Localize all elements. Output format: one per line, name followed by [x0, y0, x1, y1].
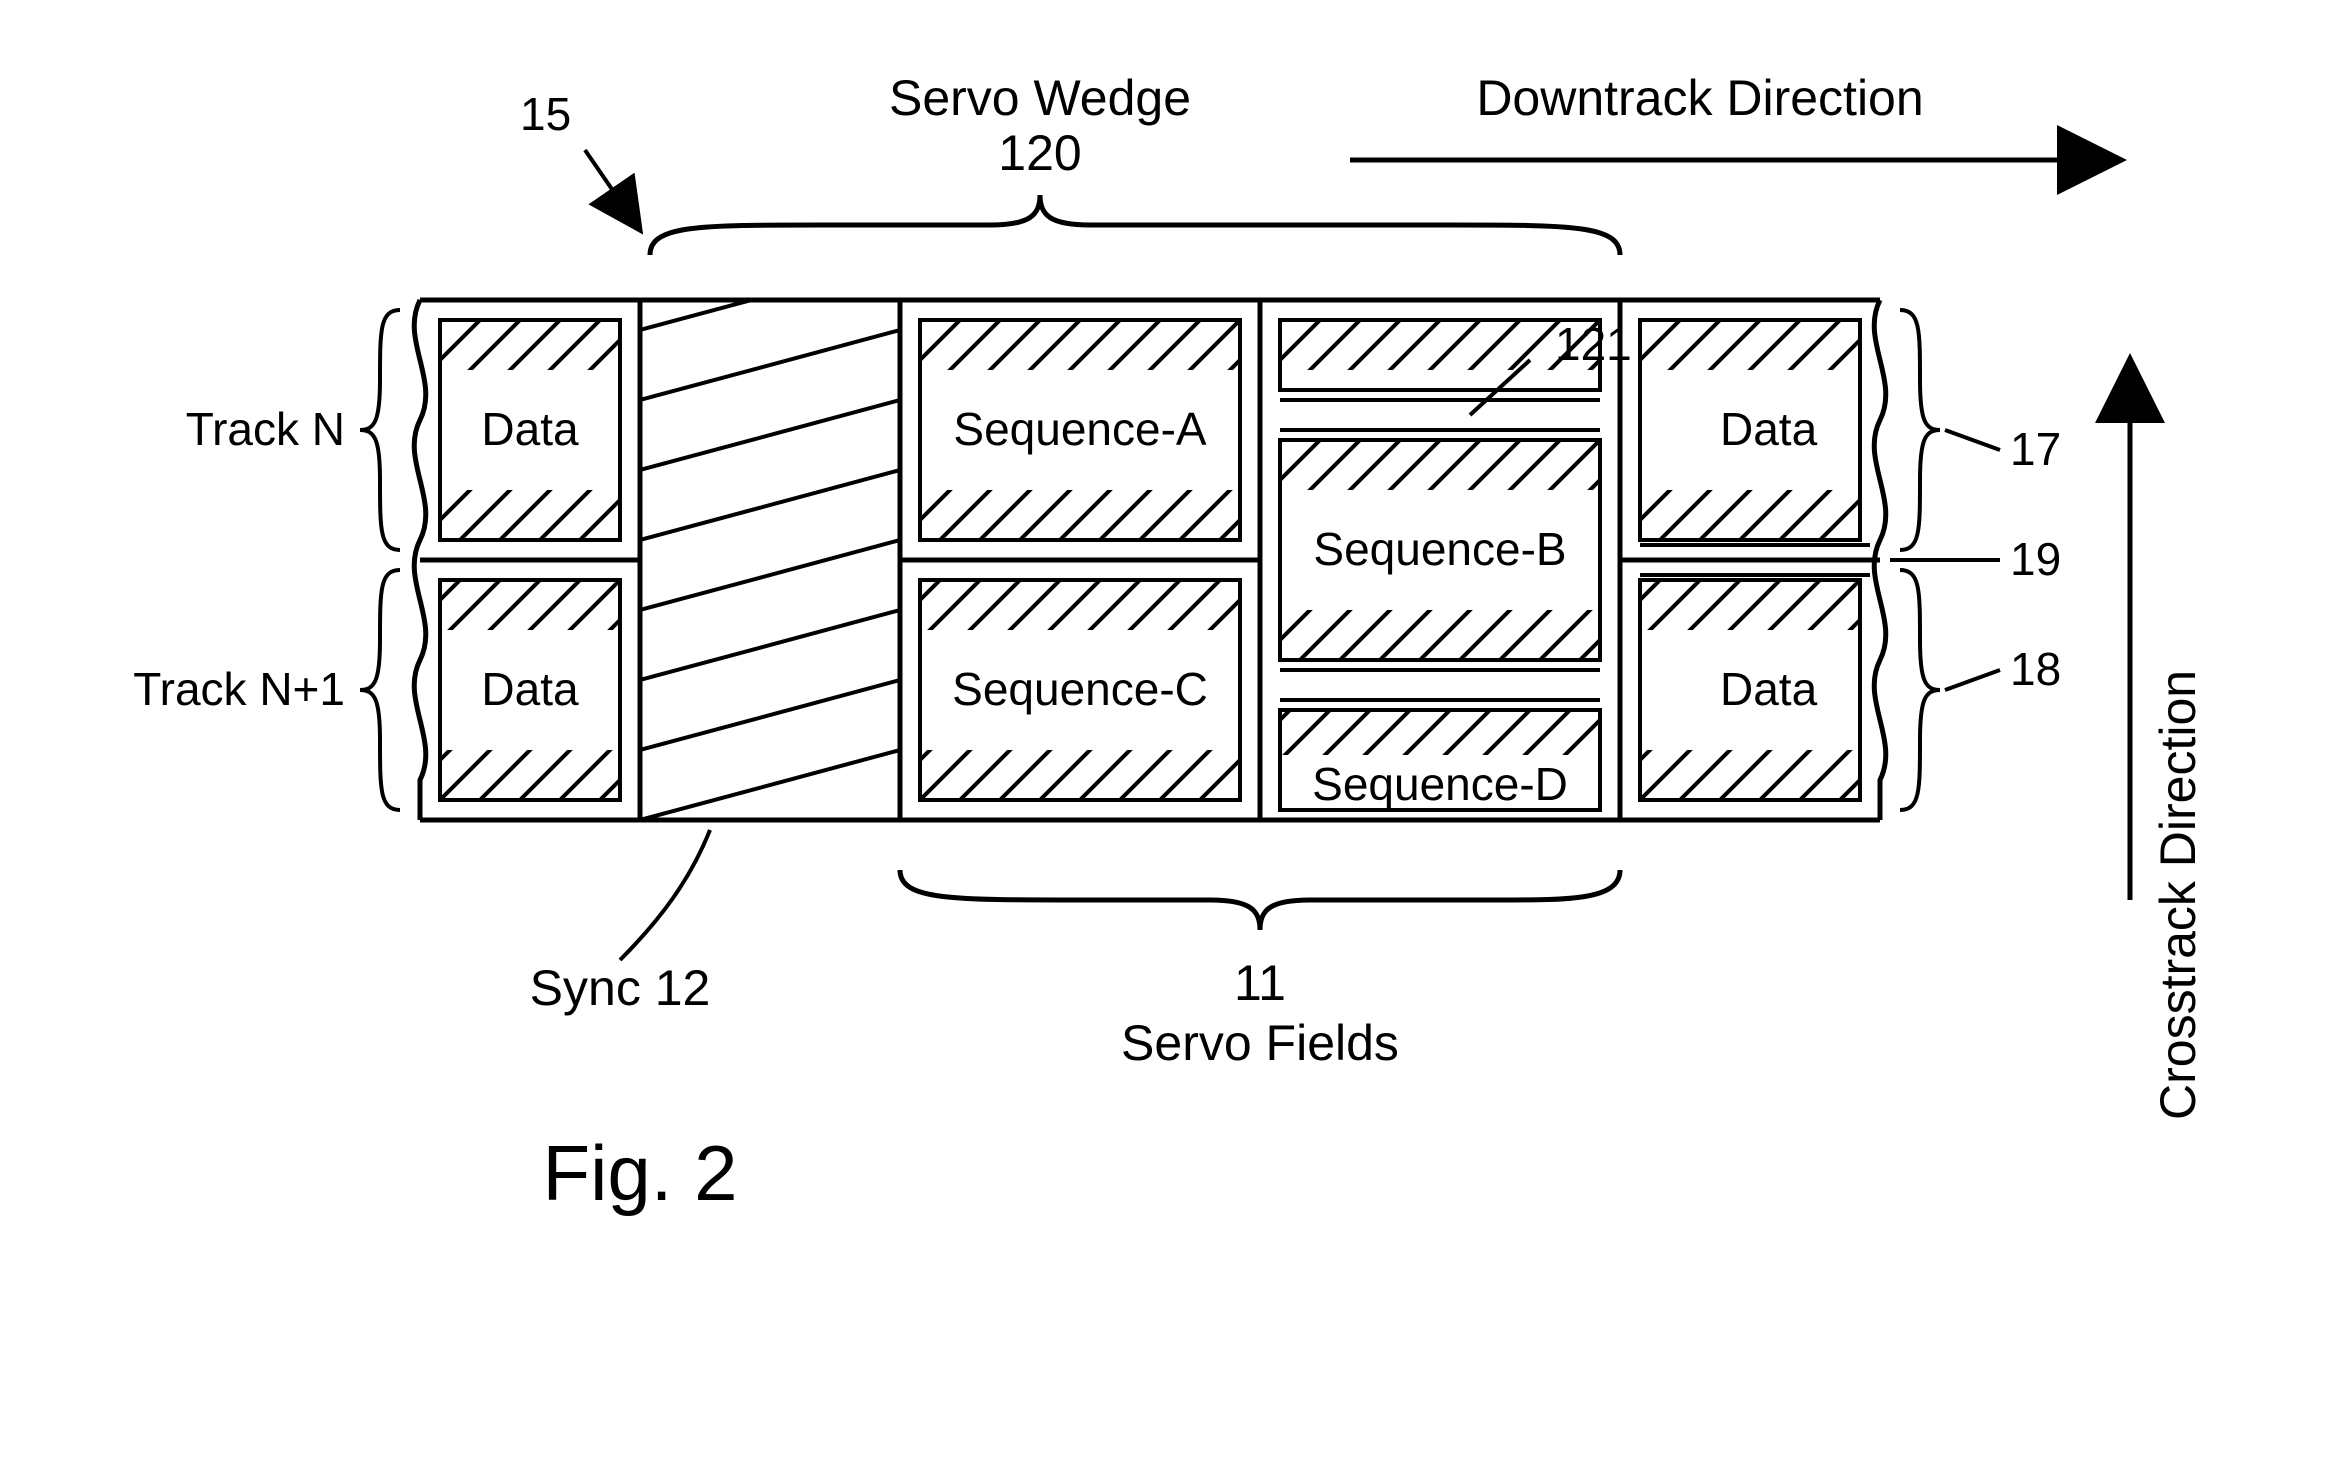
brace-17	[1900, 310, 1940, 550]
brace-track-n1	[360, 570, 400, 810]
seq-d-label: Sequence-D	[1312, 758, 1568, 810]
callout-121: 121	[1555, 318, 1632, 370]
track-n1-label: Track N+1	[133, 663, 345, 715]
sync-label: Sync 12	[530, 960, 711, 1016]
callout-15: 15	[520, 88, 571, 140]
right-data-track-n: Data	[1640, 320, 1860, 540]
callout-15-line	[585, 150, 640, 230]
seq-d-cell: Sequence-D	[1280, 710, 1600, 810]
seq-a-label: Sequence-A	[953, 403, 1206, 455]
downtrack-label: Downtrack Direction	[1476, 70, 1923, 126]
callout-18-leader	[1945, 670, 2000, 690]
data-label: Data	[481, 663, 579, 715]
servo-fields-num: 11	[1234, 955, 1286, 1011]
sync-column	[640, 260, 900, 890]
seq-c-cell: Sequence-C	[920, 580, 1240, 800]
track-n-label: Track N	[186, 403, 345, 455]
sync-leader	[620, 830, 710, 960]
callout-17-leader	[1945, 430, 2000, 450]
top-brace	[650, 195, 1620, 255]
callout-18: 18	[2010, 643, 2061, 695]
seq-b-label: Sequence-B	[1313, 523, 1566, 575]
data-label: Data	[1720, 403, 1818, 455]
left-data-track-n: Data	[440, 320, 620, 540]
figure-label: Fig. 2	[542, 1129, 737, 1217]
data-label: Data	[481, 403, 579, 455]
brace-18	[1900, 570, 1940, 810]
right-data-track-n1: Data	[1640, 580, 1860, 800]
servo-wedge-label: Servo Wedge	[889, 70, 1191, 126]
servo-wedge-num: 120	[998, 125, 1081, 181]
servo-fields-label: Servo Fields	[1121, 1015, 1399, 1071]
data-label: Data	[1720, 663, 1818, 715]
callout-17: 17	[2010, 423, 2061, 475]
callout-19: 19	[2010, 533, 2061, 585]
brace-track-n	[360, 310, 400, 550]
seq-a-cell: Sequence-A	[920, 320, 1240, 540]
seq-c-label: Sequence-C	[952, 663, 1208, 715]
bottom-brace	[900, 870, 1620, 930]
seq-b-cell: Sequence-B	[1280, 440, 1600, 660]
crosstrack-label: Crosstrack Direction	[2150, 670, 2206, 1120]
seq-top-strip	[1280, 320, 1600, 390]
left-data-track-n1: Data	[440, 580, 620, 800]
